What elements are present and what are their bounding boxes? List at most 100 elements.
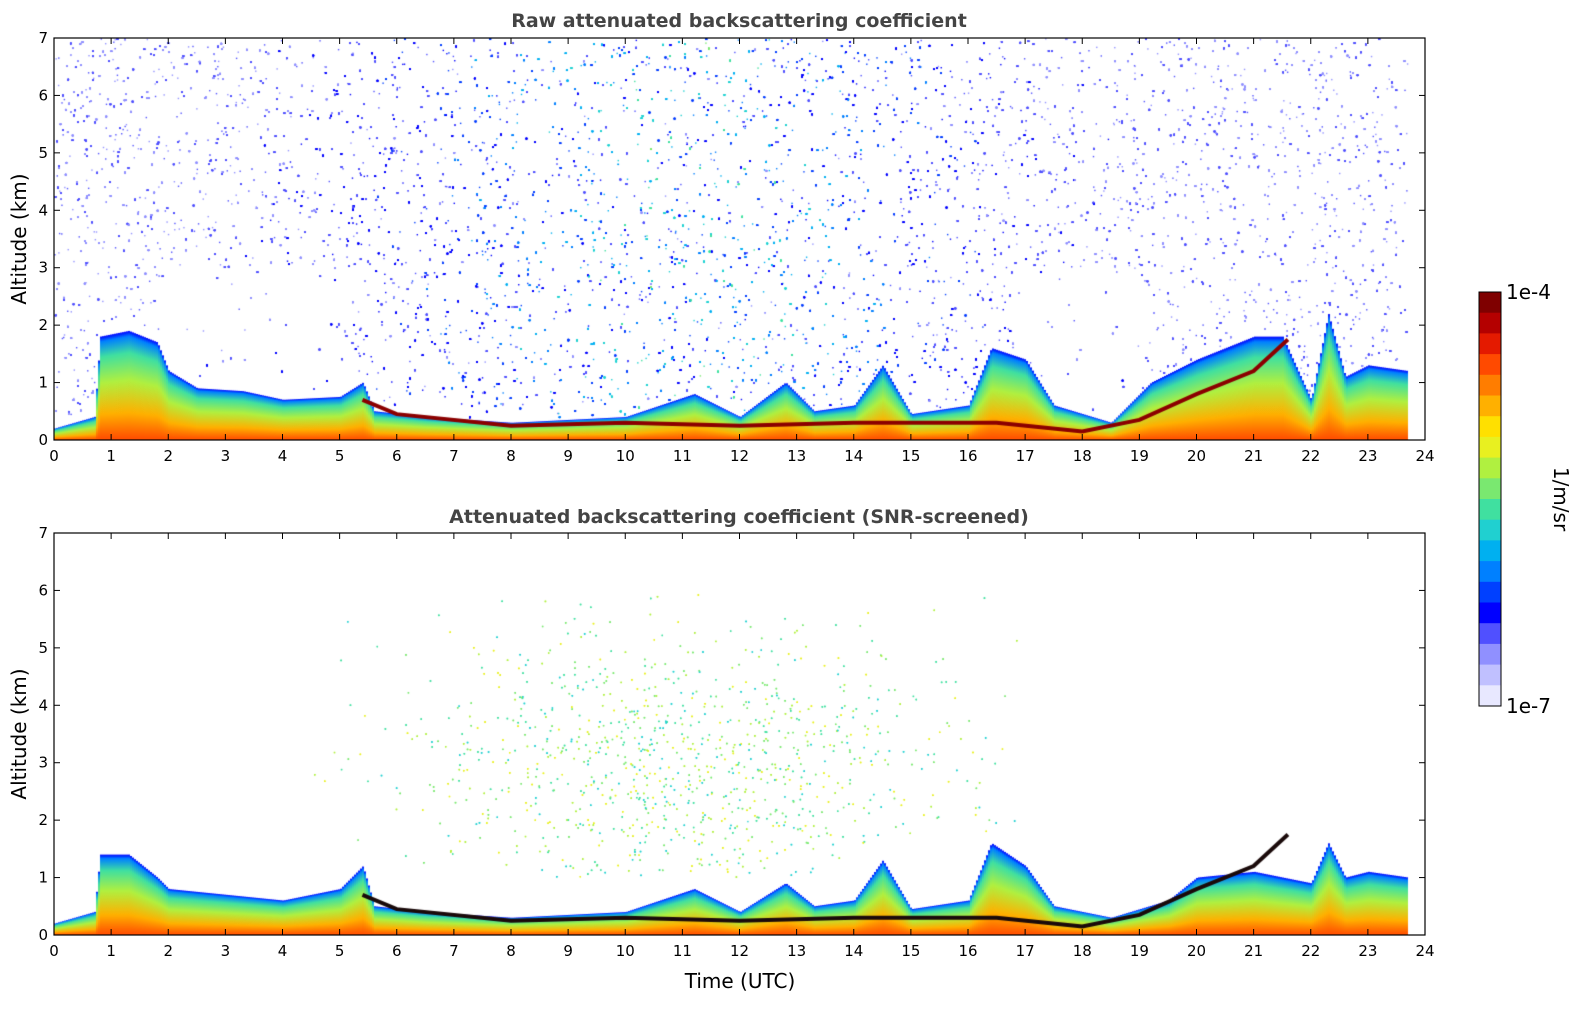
y-tick-label: 5 — [38, 144, 48, 162]
x-tick-label: 8 — [506, 942, 516, 960]
colorbar-step — [1479, 478, 1501, 500]
y-tick-label: 0 — [38, 926, 48, 944]
colorbar-step — [1479, 312, 1501, 334]
x-tick-label: 21 — [1244, 942, 1263, 960]
bottom-x-axis: 0 1 2 3 4 5 6 7 8 9 10 11 12 13 14 15 16 17 18 19 20 21 22 23 24 — [49, 533, 1435, 960]
colorbar-min-label: 1e-7 — [1506, 694, 1551, 718]
x-tick-label: 18 — [1073, 447, 1092, 465]
x-tick-label: 7 — [449, 942, 459, 960]
x-tick-label: 21 — [1244, 447, 1263, 465]
colorbar-gradient — [1479, 292, 1501, 707]
y-tick-label: 3 — [38, 754, 48, 772]
colorbar: 1e-4 1e-7 1/m/sr — [1478, 280, 1573, 718]
x-tick-label: 1 — [106, 942, 116, 960]
x-tick-label: 9 — [563, 942, 573, 960]
top-panel-title: Raw attenuated backscattering coefficien… — [511, 10, 967, 32]
colorbar-frame — [1478, 291, 1502, 707]
x-tick-label: 0 — [49, 942, 59, 960]
heatmap-image — [54, 38, 1425, 440]
x-tick-label: 13 — [787, 447, 806, 465]
x-tick-label: 10 — [616, 447, 635, 465]
x-tick-label: 24 — [1415, 447, 1434, 465]
x-axis-label: Time (UTC) — [684, 969, 796, 993]
colorbar-step — [1479, 664, 1501, 686]
colorbar-step — [1479, 333, 1501, 355]
colorbar-step — [1479, 602, 1501, 624]
y-tick-label: 2 — [38, 811, 48, 829]
y-tick-label: 7 — [38, 29, 48, 47]
x-tick-label: 18 — [1073, 942, 1092, 960]
x-tick-label: 16 — [958, 447, 977, 465]
y-tick-label: 0 — [38, 431, 48, 449]
x-tick-label: 3 — [221, 447, 231, 465]
colorbar-step — [1479, 643, 1501, 666]
top-x-axis: 0 1 2 3 4 5 6 7 8 9 10 11 12 13 14 15 16 17 18 19 20 21 22 23 24 — [49, 38, 1435, 465]
x-tick-label: 15 — [901, 447, 920, 465]
x-tick-label: 8 — [506, 447, 516, 465]
y-tick-label: 1 — [38, 374, 48, 392]
x-tick-label: 2 — [163, 447, 173, 465]
colorbar-step — [1479, 457, 1501, 479]
y-tick-label: 5 — [38, 639, 48, 657]
x-tick-label: 6 — [392, 942, 402, 960]
x-tick-label: 5 — [335, 942, 345, 960]
y-tick-label: 7 — [38, 524, 48, 542]
bottom-y-axis-label: Altitude (km) — [7, 668, 31, 799]
x-tick-label: 7 — [449, 447, 459, 465]
heatmap-image — [54, 533, 1425, 935]
top-panel: Raw attenuated backscattering coefficien… — [7, 10, 1435, 465]
x-tick-label: 11 — [673, 447, 692, 465]
x-tick-label: 9 — [563, 447, 573, 465]
y-tick-label: 3 — [38, 259, 48, 277]
x-tick-label: 1 — [106, 447, 116, 465]
bottom-plot-area — [54, 533, 1425, 935]
x-tick-label: 14 — [844, 447, 863, 465]
colorbar-step — [1479, 374, 1501, 396]
y-tick-label: 2 — [38, 316, 48, 334]
y-tick-label: 6 — [38, 86, 48, 104]
bottom-y-axis: 0 1 2 3 4 5 6 7 — [38, 524, 1425, 944]
x-tick-label: 17 — [1016, 447, 1035, 465]
colorbar-step — [1479, 416, 1501, 438]
x-tick-label: 4 — [278, 942, 288, 960]
bottom-panel: Attenuated backscattering coefficient (S… — [7, 506, 1435, 993]
colorbar-label: 1/m/sr — [1549, 467, 1573, 532]
colorbar-step — [1479, 540, 1501, 562]
colorbar-step — [1479, 561, 1501, 583]
x-tick-label: 20 — [1187, 447, 1206, 465]
colorbar-max-label: 1e-4 — [1506, 280, 1551, 304]
x-tick-label: 22 — [1301, 942, 1320, 960]
x-tick-label: 13 — [787, 942, 806, 960]
x-tick-label: 5 — [335, 447, 345, 465]
colorbar-step — [1479, 436, 1501, 459]
colorbar-step — [1479, 395, 1501, 417]
x-tick-label: 12 — [730, 942, 749, 960]
x-tick-label: 23 — [1358, 942, 1377, 960]
x-tick-label: 0 — [49, 447, 59, 465]
y-tick-label: 4 — [38, 696, 48, 714]
x-tick-label: 10 — [616, 942, 635, 960]
x-tick-label: 24 — [1415, 942, 1434, 960]
x-tick-label: 16 — [958, 942, 977, 960]
x-tick-label: 20 — [1187, 942, 1206, 960]
x-tick-label: 12 — [730, 447, 749, 465]
colorbar-step — [1479, 292, 1501, 314]
top-y-axis: 0 1 2 3 4 5 6 7 — [38, 29, 1425, 449]
colorbar-step — [1479, 499, 1501, 521]
x-tick-label: 4 — [278, 447, 288, 465]
x-tick-label: 14 — [844, 942, 863, 960]
x-tick-label: 15 — [901, 942, 920, 960]
x-tick-label: 3 — [221, 942, 231, 960]
x-tick-label: 6 — [392, 447, 402, 465]
x-tick-label: 19 — [1130, 942, 1149, 960]
x-tick-label: 2 — [163, 942, 173, 960]
x-tick-label: 19 — [1130, 447, 1149, 465]
colorbar-step — [1479, 354, 1501, 376]
y-tick-label: 1 — [38, 869, 48, 887]
top-y-axis-label: Altitude (km) — [7, 173, 31, 304]
x-tick-label: 11 — [673, 942, 692, 960]
top-plot-area — [54, 38, 1425, 440]
colorbar-step — [1479, 623, 1501, 645]
x-tick-label: 17 — [1016, 942, 1035, 960]
